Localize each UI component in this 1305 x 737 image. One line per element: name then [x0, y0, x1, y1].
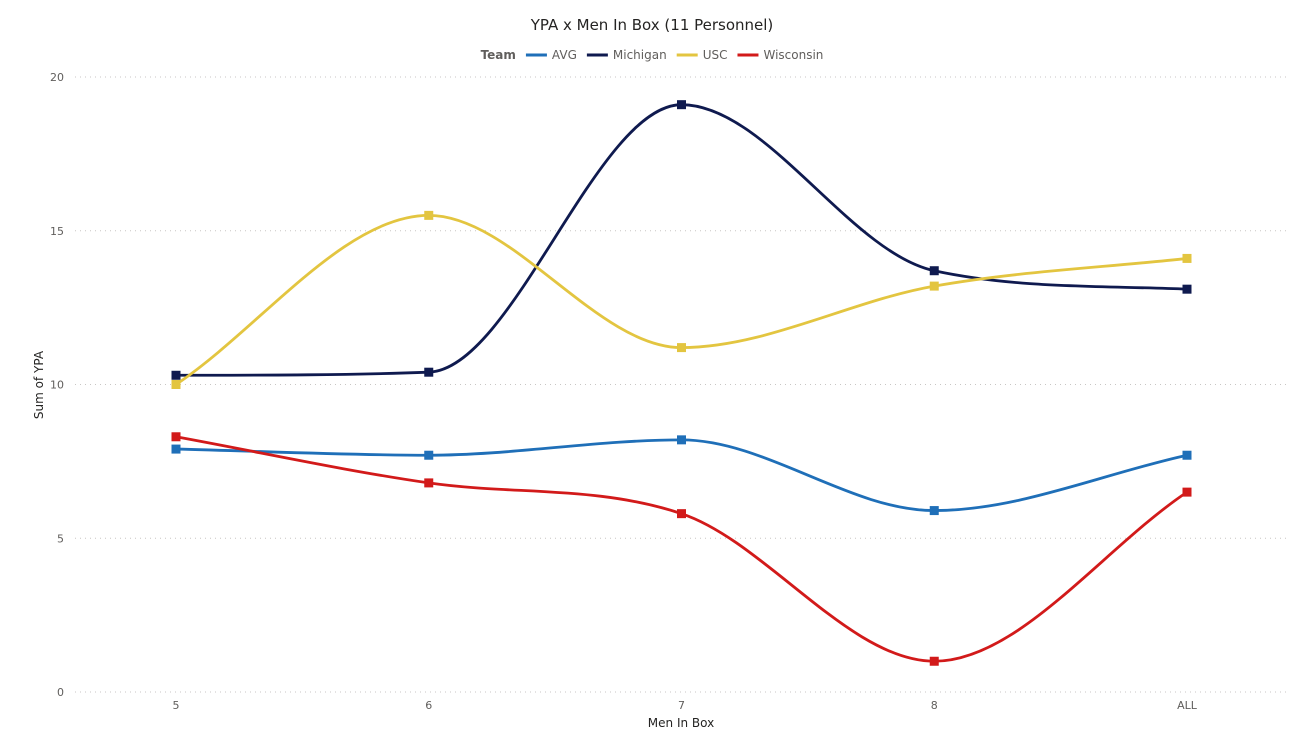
data-point: [171, 432, 181, 442]
y-tick-label: 20: [50, 71, 64, 84]
series-avg: [171, 435, 1192, 516]
data-point: [424, 450, 434, 460]
series-wisconsin: [171, 432, 1192, 666]
legend-label: AVG: [552, 48, 577, 62]
x-tick-label: 7: [678, 699, 685, 712]
data-point: [171, 370, 181, 380]
data-point: [1182, 450, 1192, 460]
data-point: [171, 380, 181, 389]
data-point: [929, 266, 939, 276]
data-point: [677, 100, 686, 110]
y-tick-label: 5: [57, 532, 64, 545]
x-tick-label: 5: [173, 699, 180, 712]
legend-label: USC: [703, 48, 728, 62]
y-tick-label: 0: [57, 686, 64, 699]
x-tick-label: ALL: [1177, 699, 1198, 712]
data-point: [677, 509, 686, 519]
data-point: [424, 478, 434, 488]
series-line-michigan: [175, 103, 1188, 377]
series-line-avg: [175, 438, 1188, 512]
data-point: [171, 444, 181, 454]
gridlines: [75, 76, 1288, 693]
chart-title: YPA x Men In Box (11 Personnel): [530, 16, 774, 34]
series-line-usc: [175, 213, 1188, 386]
data-point: [929, 506, 939, 516]
data-point: [424, 210, 434, 220]
x-axis-ticks: 5 6 7 8 ALL: [173, 699, 1198, 712]
data-point: [677, 435, 686, 445]
y-tick-label: 15: [50, 225, 64, 238]
data-point: [1182, 487, 1192, 497]
series-lines: [171, 100, 1192, 666]
series-usc: [171, 210, 1192, 389]
data-point: [1182, 284, 1192, 294]
data-point: [929, 656, 939, 666]
data-point: [424, 367, 434, 377]
x-axis-label: Men In Box: [648, 716, 714, 730]
legend: Team AVG Michigan USC Wisconsin: [481, 48, 824, 62]
y-axis-label: Sum of YPA: [32, 350, 46, 419]
data-point: [929, 281, 939, 291]
legend-label: Michigan: [613, 48, 667, 62]
data-point: [677, 343, 686, 353]
legend-label: Wisconsin: [763, 48, 823, 62]
y-axis-ticks: 0 5 10 15 20: [50, 71, 64, 699]
series-line-wisconsin: [175, 435, 1188, 663]
series-michigan: [171, 100, 1192, 380]
legend-title: Team: [481, 48, 516, 62]
y-tick-label: 10: [50, 379, 64, 392]
x-tick-label: 8: [931, 699, 938, 712]
data-point: [1182, 253, 1192, 263]
x-tick-label: 6: [425, 699, 432, 712]
